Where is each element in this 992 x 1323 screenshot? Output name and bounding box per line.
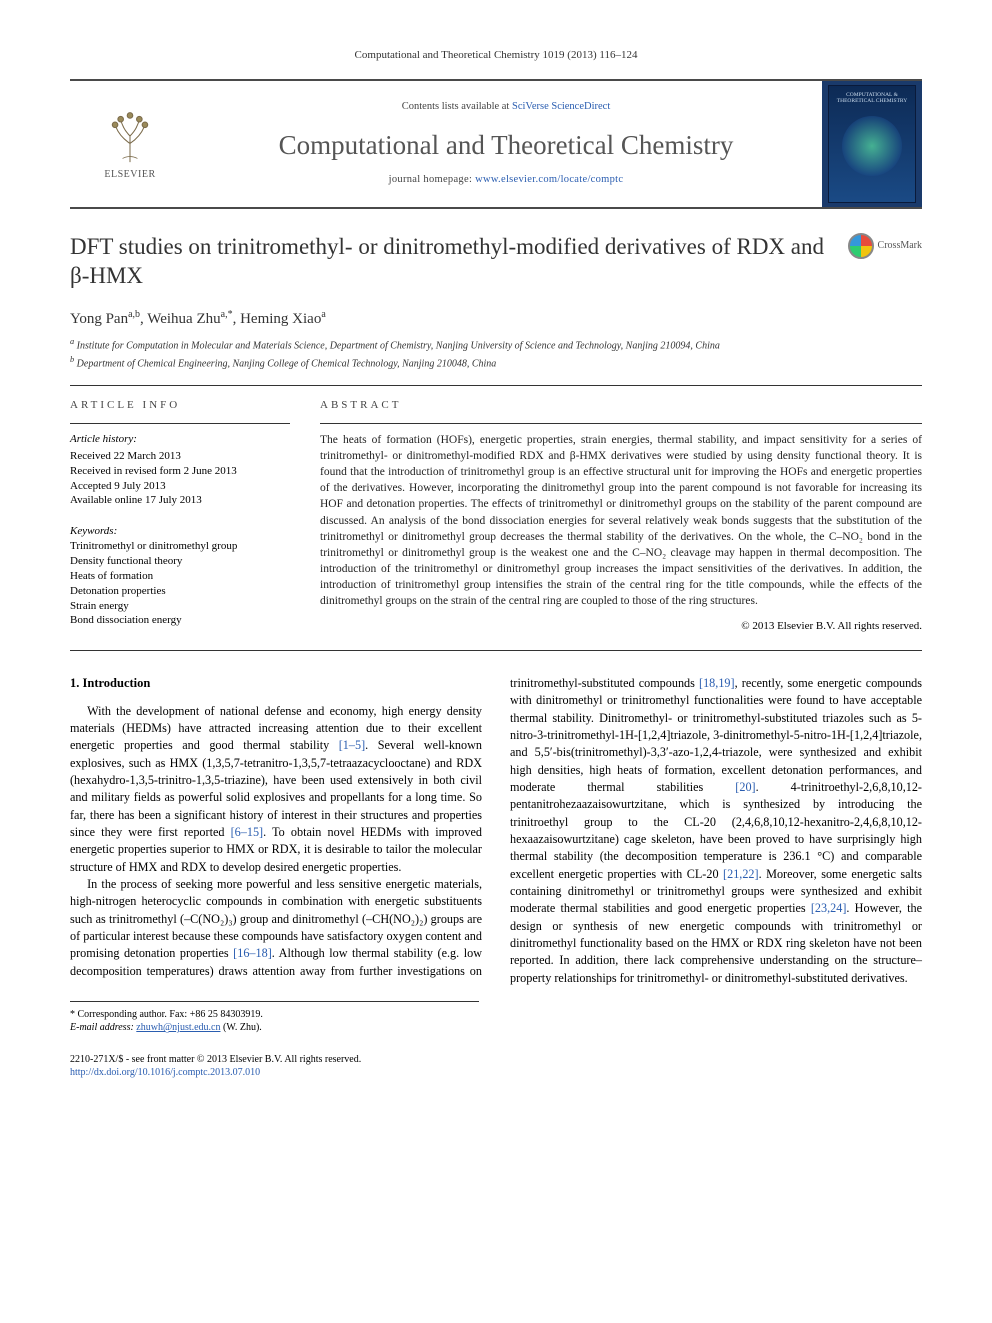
article-info-head: ARTICLE INFO <box>70 398 290 413</box>
abstract-copyright: © 2013 Elsevier B.V. All rights reserved… <box>320 619 922 634</box>
affiliation-b: b Department of Chemical Engineering, Na… <box>70 354 922 371</box>
cover-thumb-wrap: COMPUTATIONAL & THEORETICAL CHEMISTRY <box>822 81 922 207</box>
history-head: Article history: <box>70 432 290 447</box>
email-link[interactable]: zhuwh@njust.edu.cn <box>136 1022 220 1033</box>
ref-link[interactable]: [6–15] <box>231 825 264 839</box>
ref-link[interactable]: [16–18] <box>233 946 272 960</box>
affil-text-a: Institute for Computation in Molecular a… <box>77 340 720 351</box>
ref-link[interactable]: [20] <box>735 780 755 794</box>
contents-line: Contents lists available at SciVerse Sci… <box>402 100 610 114</box>
running-head: Computational and Theoretical Chemistry … <box>70 48 922 63</box>
crossmark-icon <box>848 233 874 259</box>
affil-sup-b: b <box>70 355 74 364</box>
abstract-head: ABSTRACT <box>320 398 922 413</box>
keywords-head: Keywords: <box>70 524 290 539</box>
abstract-col: ABSTRACT The heats of formation (HOFs), … <box>320 398 922 634</box>
publisher-label: ELSEVIER <box>104 168 155 182</box>
cover-thumb-graphic <box>842 116 902 176</box>
corresponding-author: * Corresponding author. Fax: +86 25 8430… <box>70 1008 479 1022</box>
keyword: Strain energy <box>70 599 290 614</box>
crossmark-badge[interactable]: CrossMark <box>848 233 922 259</box>
keyword: Detonation properties <box>70 584 290 599</box>
ref-link[interactable]: [21,22] <box>723 867 759 881</box>
body-two-col: 1. Introduction With the development of … <box>70 675 922 987</box>
body-para-1: With the development of national defense… <box>70 703 482 876</box>
journal-banner: ELSEVIER Contents lists available at Sci… <box>70 79 922 209</box>
author-list: Yong Pana,b, Weihua Zhua,*, Heming Xiaoa <box>70 308 922 329</box>
homepage-link[interactable]: www.elsevier.com/locate/comptc <box>475 174 623 185</box>
keyword: Density functional theory <box>70 554 290 569</box>
ref-link[interactable]: [23,24] <box>811 901 847 915</box>
section-title: Introduction <box>83 676 151 690</box>
history-line: Received 22 March 2013 <box>70 449 290 464</box>
elsevier-tree-icon <box>100 106 160 166</box>
body-text: . Several well-known explosives, such as… <box>70 738 482 839</box>
body-text: , recently, some energetic compounds wit… <box>510 676 922 794</box>
homepage-prefix: journal homepage: <box>389 174 475 185</box>
email-who: (W. Zhu). <box>223 1022 262 1033</box>
doi-link[interactable]: http://dx.doi.org/10.1016/j.comptc.2013.… <box>70 1067 260 1078</box>
abstract-text: The heats of formation (HOFs), energetic… <box>320 432 922 609</box>
scidirect-link[interactable]: SciVerse ScienceDirect <box>512 101 610 112</box>
history-line: Accepted 9 July 2013 <box>70 479 290 494</box>
publisher-block: ELSEVIER <box>70 81 190 207</box>
crossmark-label: CrossMark <box>878 239 922 253</box>
article-title: DFT studies on trinitromethyl- or dinitr… <box>70 233 834 291</box>
cover-thumb-title: COMPUTATIONAL & THEORETICAL CHEMISTRY <box>829 92 915 104</box>
footer-copyright: 2210-271X/$ - see front matter © 2013 El… <box>70 1053 922 1067</box>
ref-link[interactable]: [18,19] <box>699 676 735 690</box>
section-num: 1. <box>70 676 79 690</box>
footer-meta: 2210-271X/$ - see front matter © 2013 El… <box>70 1053 922 1080</box>
ref-link[interactable]: [1–5] <box>339 738 365 752</box>
homepage-line: journal homepage: www.elsevier.com/locat… <box>389 173 624 187</box>
banner-center: Contents lists available at SciVerse Sci… <box>190 81 822 207</box>
section-1-head: 1. Introduction <box>70 675 482 693</box>
cover-thumb: COMPUTATIONAL & THEORETICAL CHEMISTRY <box>828 85 916 203</box>
contents-prefix: Contents lists available at <box>402 101 512 112</box>
footnotes: * Corresponding author. Fax: +86 25 8430… <box>70 1001 479 1035</box>
keyword: Trinitromethyl or dinitromethyl group <box>70 539 290 554</box>
article-info-col: ARTICLE INFO Article history: Received 2… <box>70 398 290 634</box>
affiliation-a: a Institute for Computation in Molecular… <box>70 336 922 353</box>
body-text: . 4-trinitroethyl-2,6,8,10,12-pentanitro… <box>510 780 922 881</box>
history-line: Available online 17 July 2013 <box>70 493 290 508</box>
email-line: E-mail address: zhuwh@njust.edu.cn (W. Z… <box>70 1021 479 1035</box>
affil-sup-a: a <box>70 337 74 346</box>
keyword: Bond dissociation energy <box>70 613 290 628</box>
history-line: Received in revised form 2 June 2013 <box>70 464 290 479</box>
keyword: Heats of formation <box>70 569 290 584</box>
journal-title: Computational and Theoretical Chemistry <box>279 127 734 163</box>
affil-text-b: Department of Chemical Engineering, Nanj… <box>77 359 497 370</box>
email-label: E-mail address: <box>70 1022 134 1033</box>
